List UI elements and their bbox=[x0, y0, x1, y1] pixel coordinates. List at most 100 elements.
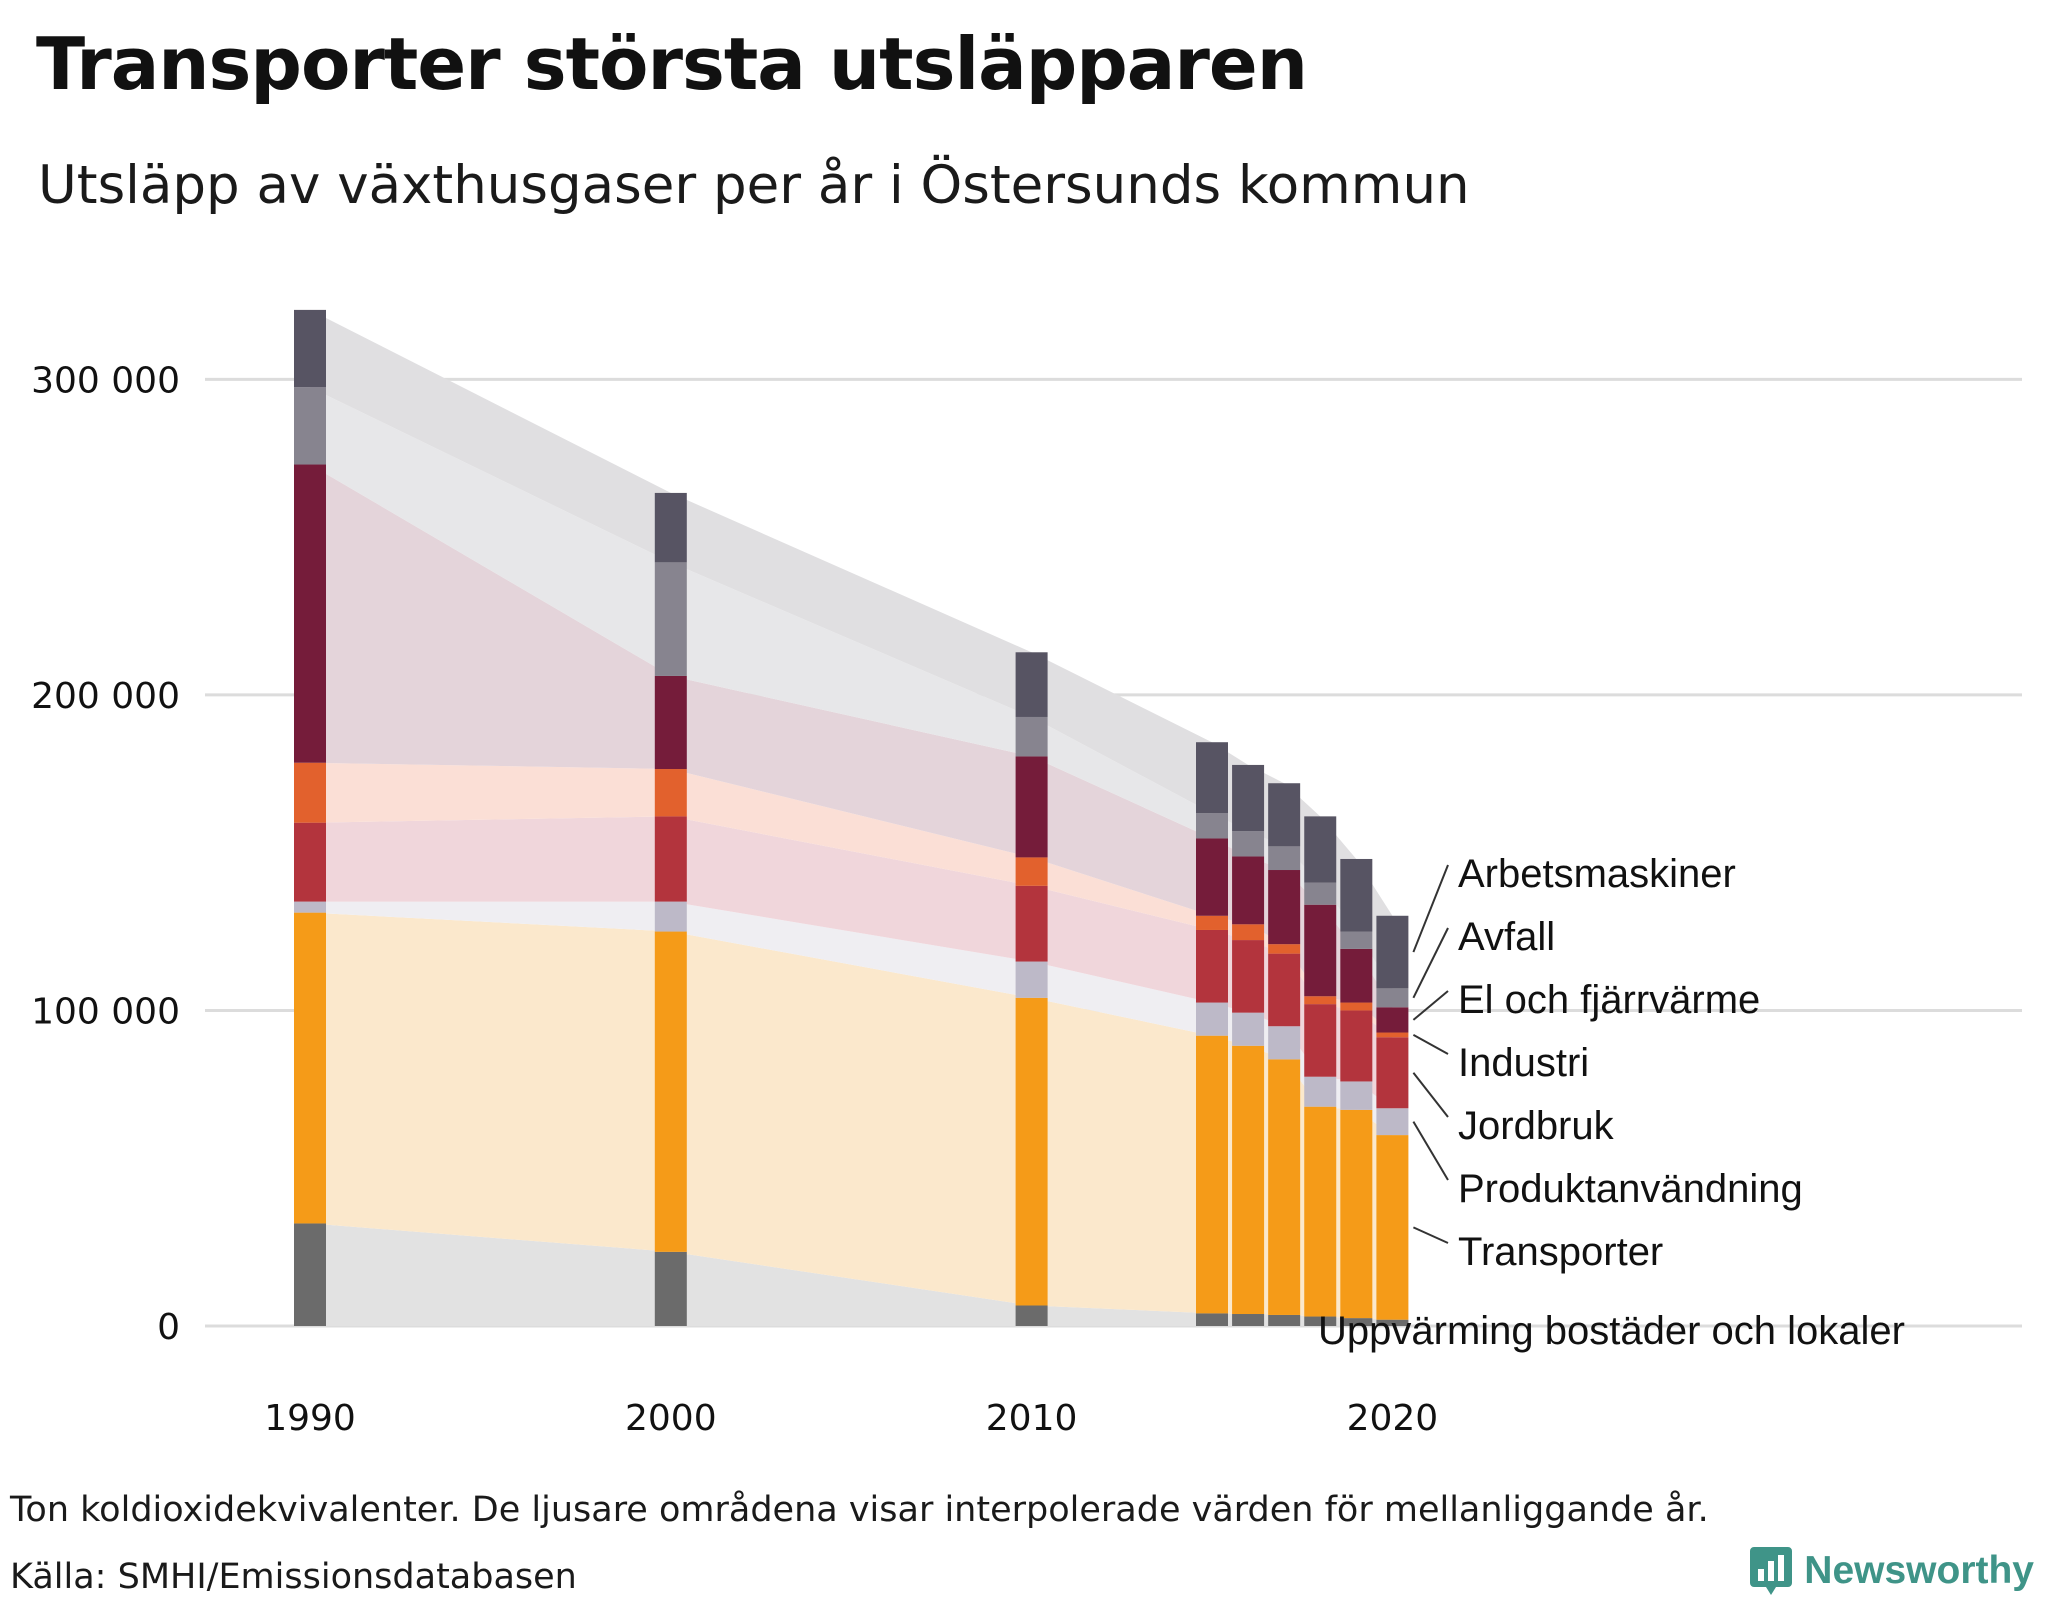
bar-segment bbox=[1268, 783, 1301, 847]
bar-segment bbox=[1196, 1002, 1228, 1036]
bar-segment bbox=[1268, 953, 1301, 1027]
bar-segment bbox=[1376, 1319, 1409, 1326]
series-label: Produktanvändning bbox=[1458, 1167, 1803, 1211]
bar-segment bbox=[1268, 1059, 1301, 1315]
bar-segment bbox=[654, 675, 687, 770]
bar-segment bbox=[1196, 1313, 1228, 1326]
bar-segment bbox=[654, 492, 687, 563]
bar-segment bbox=[1268, 1314, 1301, 1326]
axis-labels: 0 100 000 200 000 300 000 1990 2000 2010 2020 bbox=[31, 360, 1438, 1439]
bar-segment bbox=[1376, 915, 1409, 989]
bar-segment bbox=[1304, 816, 1337, 883]
leader-line bbox=[1412, 1072, 1449, 1118]
y-tick-label: 200 000 bbox=[31, 676, 180, 717]
bar-segment bbox=[654, 769, 687, 817]
bar-segment bbox=[1304, 996, 1337, 1005]
bar-segment bbox=[654, 562, 687, 676]
series-labels: Uppvärming bostäder och lokaler Transport… bbox=[1318, 852, 1905, 1353]
bar-segment bbox=[1015, 756, 1048, 858]
leader-line bbox=[1412, 864, 1449, 953]
bar-segment bbox=[294, 1223, 326, 1326]
bar-segment bbox=[294, 387, 326, 465]
band-produktanvändning bbox=[310, 901, 1393, 1136]
bar-segment bbox=[1304, 882, 1337, 905]
newsworthy-logo: Newsworthy bbox=[1750, 1545, 2034, 1597]
series-label: Avfall bbox=[1458, 915, 1555, 959]
bar-segment bbox=[1015, 857, 1048, 886]
bar-segment bbox=[1376, 1135, 1409, 1320]
newsworthy-logo-icon bbox=[1750, 1547, 1793, 1595]
bar-segment bbox=[1304, 1316, 1337, 1326]
footnote: Ton koldioxidekvivalenter. De ljusare om… bbox=[10, 1490, 1709, 1530]
bar-segment bbox=[1232, 940, 1265, 1013]
bar-segment bbox=[1268, 1026, 1301, 1060]
interpolation-bands bbox=[310, 309, 1393, 1326]
stacked-bar-chart: 0 100 000 200 000 300 000 1990 2000 2010 2020 U… bbox=[31, 309, 2022, 1439]
leader-line bbox=[1412, 927, 1449, 999]
series-label: El och fjärrvärme bbox=[1458, 978, 1760, 1022]
bar-segment bbox=[1196, 838, 1228, 916]
bar-segment bbox=[1376, 988, 1409, 1008]
newsworthy-wordmark: Newsworthy bbox=[1804, 1549, 2034, 1592]
bar-segment bbox=[294, 762, 326, 823]
bar-segment bbox=[1015, 997, 1048, 1306]
bar-segment bbox=[1196, 813, 1228, 839]
bar-segment bbox=[294, 901, 326, 913]
bar-segment bbox=[654, 1251, 687, 1326]
source-credit: Källa: SMHI/Emissionsdatabasen bbox=[10, 1557, 577, 1597]
band-industri bbox=[310, 762, 1393, 1038]
bar-segment bbox=[1232, 924, 1265, 941]
bar-segment bbox=[1340, 931, 1373, 949]
leader-line bbox=[1412, 1034, 1449, 1055]
bar-segment bbox=[1376, 1032, 1409, 1038]
bar-segment bbox=[1340, 1010, 1373, 1082]
bar-segment bbox=[1196, 1035, 1228, 1314]
bar-segment bbox=[1196, 915, 1228, 930]
bar-segment bbox=[654, 816, 687, 902]
bar-segment bbox=[1340, 948, 1373, 1003]
bar-segment bbox=[1015, 716, 1048, 757]
series-label: Jordbruk bbox=[1458, 1104, 1615, 1148]
band-uppvärming-bostäder-och-lokaler bbox=[310, 1223, 1393, 1326]
bar-segment bbox=[1232, 831, 1265, 857]
band-jordbruk bbox=[310, 816, 1393, 1109]
leader-line bbox=[1412, 1121, 1449, 1181]
band-el-och-fjärrvärme bbox=[310, 464, 1393, 1033]
bar-segment bbox=[294, 912, 326, 1224]
bar-segment bbox=[1232, 856, 1265, 925]
bar-segment bbox=[1015, 885, 1048, 962]
x-tick-label: 1990 bbox=[264, 1398, 356, 1439]
bar-segment bbox=[1340, 1002, 1373, 1011]
bar-segment bbox=[1015, 961, 1048, 998]
x-tick-label: 2020 bbox=[1347, 1398, 1439, 1439]
bar-segment bbox=[294, 464, 326, 763]
series-label: Uppvärming bostäder och lokaler bbox=[1318, 1309, 1905, 1353]
bar-segment bbox=[1232, 1314, 1265, 1326]
x-tick-label: 2000 bbox=[625, 1398, 717, 1439]
bar-segment bbox=[1232, 764, 1265, 832]
bar-segment bbox=[1304, 1004, 1337, 1077]
y-tick-label: 100 000 bbox=[31, 991, 180, 1032]
bar-segment bbox=[1304, 904, 1337, 997]
bar-segment bbox=[1304, 1076, 1337, 1107]
bar-segment bbox=[1232, 1012, 1265, 1046]
bar-segment bbox=[1304, 1106, 1337, 1317]
band-arbetsmaskiner bbox=[310, 309, 1393, 989]
bar-segment bbox=[1340, 1081, 1373, 1110]
chart-subtitle: Utsläpp av växthusgaser per år i Östersu… bbox=[38, 155, 1470, 216]
bar-segment bbox=[654, 901, 687, 932]
bar-segment bbox=[654, 931, 687, 1252]
series-label: Transporter bbox=[1458, 1230, 1663, 1274]
bar-segment bbox=[1376, 1108, 1409, 1136]
band-transporter bbox=[310, 912, 1393, 1320]
bar-segment bbox=[294, 822, 326, 902]
bar-segment bbox=[1340, 1109, 1373, 1319]
bar-segment bbox=[1376, 1037, 1409, 1109]
bars bbox=[294, 309, 1409, 1326]
series-label: Arbetsmaskiner bbox=[1458, 852, 1736, 896]
leader-line bbox=[1412, 990, 1449, 1021]
bar-segment bbox=[1196, 929, 1228, 1003]
bar-segment bbox=[1376, 1007, 1409, 1033]
bar-segment bbox=[1268, 846, 1301, 871]
y-tick-label: 300 000 bbox=[31, 360, 180, 401]
